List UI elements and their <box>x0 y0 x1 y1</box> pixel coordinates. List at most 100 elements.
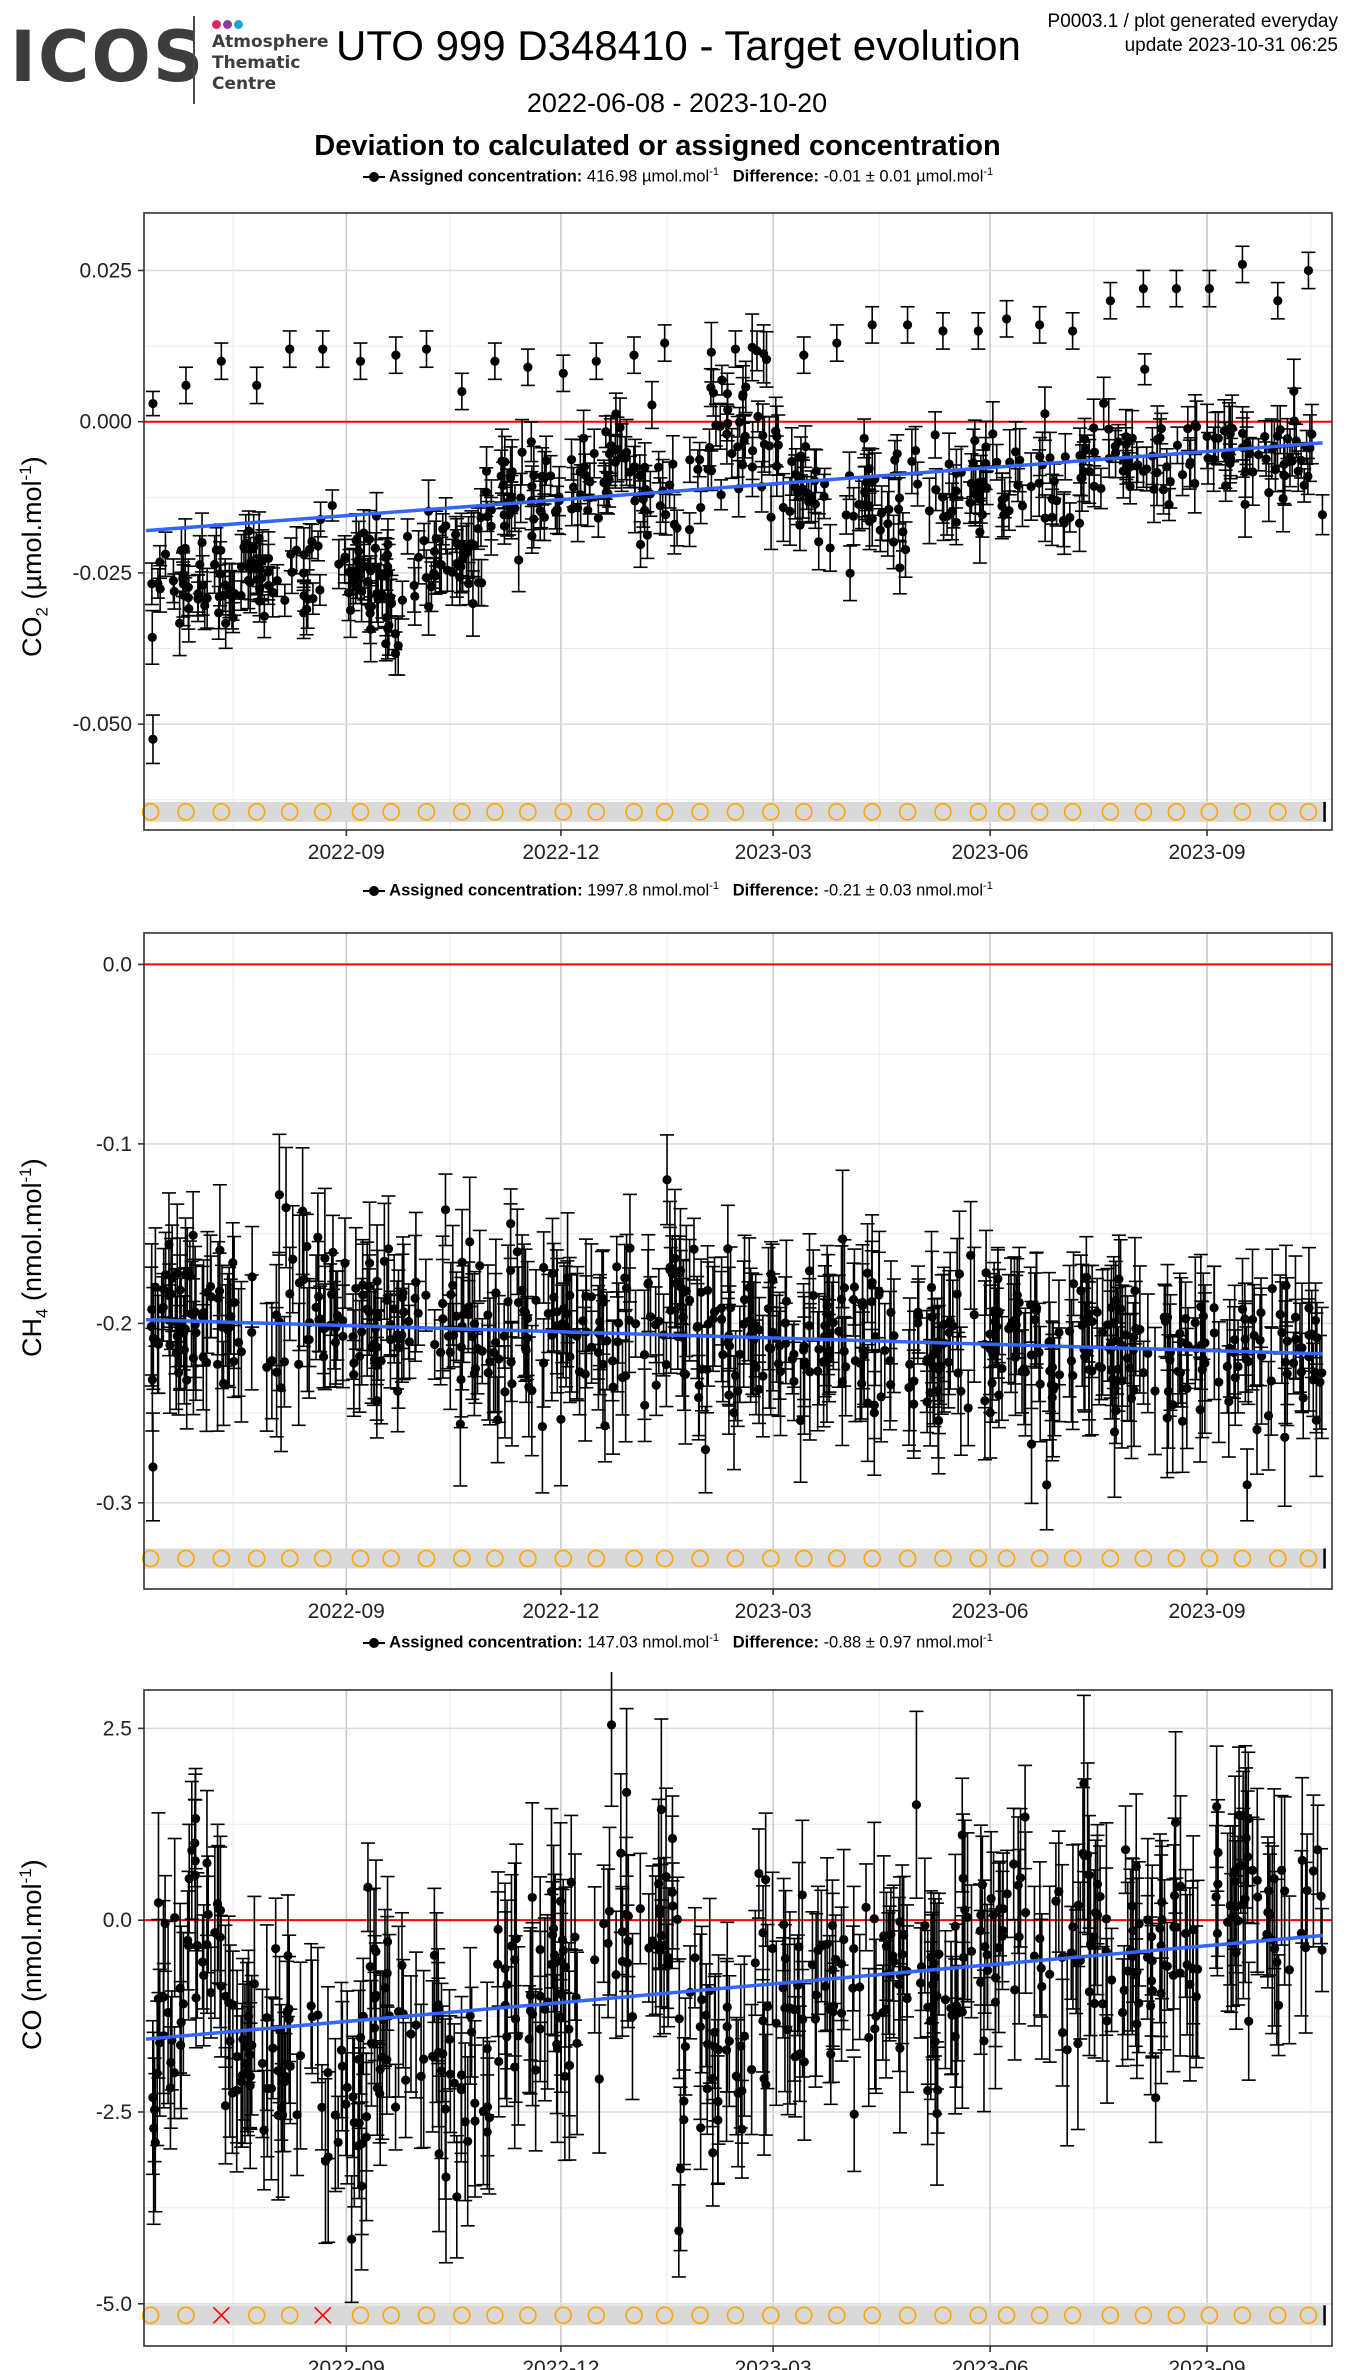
data-point <box>981 442 991 452</box>
qc-ok-marker <box>726 1549 745 1568</box>
data-point <box>696 502 706 513</box>
data-point <box>589 448 599 459</box>
data-point <box>359 561 369 571</box>
data-point <box>163 2007 173 2018</box>
data-point <box>733 1386 743 1396</box>
qc-ok-marker <box>351 803 370 821</box>
data-point <box>662 1175 672 1185</box>
data-point <box>768 1275 778 1285</box>
data-point <box>1096 483 1106 494</box>
qc-ok-marker <box>1200 803 1219 821</box>
data-point <box>696 1287 706 1297</box>
y-axis-label-co2: CO2 (µmol.mol-1) <box>16 456 52 657</box>
data-point <box>1317 510 1328 520</box>
legend-ch4: Assigned concentration: 1997.8 nmol.mol -… <box>0 880 1350 901</box>
data-point <box>629 350 639 360</box>
data-point <box>845 568 855 578</box>
data-point <box>1312 1333 1322 1343</box>
data-point <box>455 572 465 582</box>
data-point <box>1040 409 1050 419</box>
data-point <box>299 568 309 578</box>
qc-ok-marker <box>212 1549 231 1568</box>
plot-info: P0003.1 / plot generated everyday update… <box>1048 10 1338 58</box>
data-point <box>147 632 157 642</box>
data-point <box>1289 386 1299 396</box>
data-point <box>274 1190 284 1200</box>
data-point <box>498 480 508 491</box>
qc-ok-marker <box>1299 1549 1318 1568</box>
data-point <box>281 1203 291 1213</box>
data-point <box>931 485 941 495</box>
data-point <box>1049 1382 1060 1392</box>
qc-ok-marker <box>1299 803 1318 821</box>
data-point <box>617 453 627 463</box>
data-point <box>729 1408 739 1418</box>
qc-ok-marker <box>1233 803 1252 821</box>
data-point <box>315 585 325 595</box>
data-point <box>939 512 949 522</box>
data-point <box>1017 501 1028 511</box>
data-point <box>630 462 640 472</box>
data-point <box>948 1321 958 1331</box>
data-point <box>813 1366 823 1376</box>
data-point <box>164 1239 174 1249</box>
data-point <box>796 1415 806 1426</box>
data-point <box>229 588 239 598</box>
data-point <box>1173 1366 1183 1376</box>
data-point <box>1034 1347 1044 1358</box>
data-point <box>811 466 821 476</box>
data-point <box>630 496 640 506</box>
data-point <box>318 344 328 354</box>
qc-ok-marker <box>934 803 952 821</box>
data-point <box>1125 1363 1135 1373</box>
logo-wordmark: ICOS <box>10 16 206 98</box>
data-point <box>1290 1312 1301 1322</box>
data-point <box>870 1331 880 1342</box>
data-point <box>228 613 238 623</box>
data-point <box>302 1241 312 1252</box>
x-tick-label: 2023-06 <box>952 1600 1029 1620</box>
data-point <box>1256 1308 1266 1318</box>
data-point <box>421 344 432 354</box>
data-point <box>1282 1369 1292 1379</box>
data-point <box>245 577 255 588</box>
qc-ok-marker <box>313 803 332 821</box>
data-point <box>578 1316 588 1326</box>
data-point <box>1092 1307 1102 1317</box>
data-point <box>1114 1274 1124 1284</box>
data-point <box>469 1369 479 1379</box>
qc-ok-marker <box>1134 803 1153 821</box>
data-point <box>1066 1356 1077 1366</box>
data-point <box>1267 1284 1277 1294</box>
data-point <box>507 467 517 477</box>
data-point <box>1213 433 1223 443</box>
qc-ok-marker <box>1030 803 1049 821</box>
data-point <box>1105 296 1115 306</box>
legend-difference-label: Difference: <box>732 167 819 186</box>
data-points <box>144 245 1330 765</box>
data-point <box>1156 423 1166 434</box>
data-point <box>1026 1439 1037 1449</box>
data-point <box>1109 1427 1120 1437</box>
data-point <box>486 505 496 515</box>
x-tick-label: 2022-12 <box>522 841 599 864</box>
data-point <box>369 1339 379 1349</box>
data-point <box>980 1396 990 1406</box>
data-point <box>620 1273 630 1283</box>
data-point <box>717 1314 727 1324</box>
data-point <box>832 338 842 348</box>
logo-dot <box>212 20 221 29</box>
data-point <box>183 1935 193 1946</box>
x-tick-label: 2023-09 <box>1168 1600 1245 1620</box>
data-point <box>877 508 887 518</box>
data-point <box>411 1277 421 1287</box>
y-tick-label: 0.000 <box>79 411 132 434</box>
data-point <box>539 1262 549 1273</box>
data-point <box>612 1262 622 1272</box>
data-point <box>212 1359 223 1369</box>
legend-assigned-value: 1997.8 nmol.mol <box>587 881 710 900</box>
data-point <box>1026 1350 1037 1360</box>
qc-ok-marker <box>997 803 1016 821</box>
data-point <box>168 576 179 586</box>
